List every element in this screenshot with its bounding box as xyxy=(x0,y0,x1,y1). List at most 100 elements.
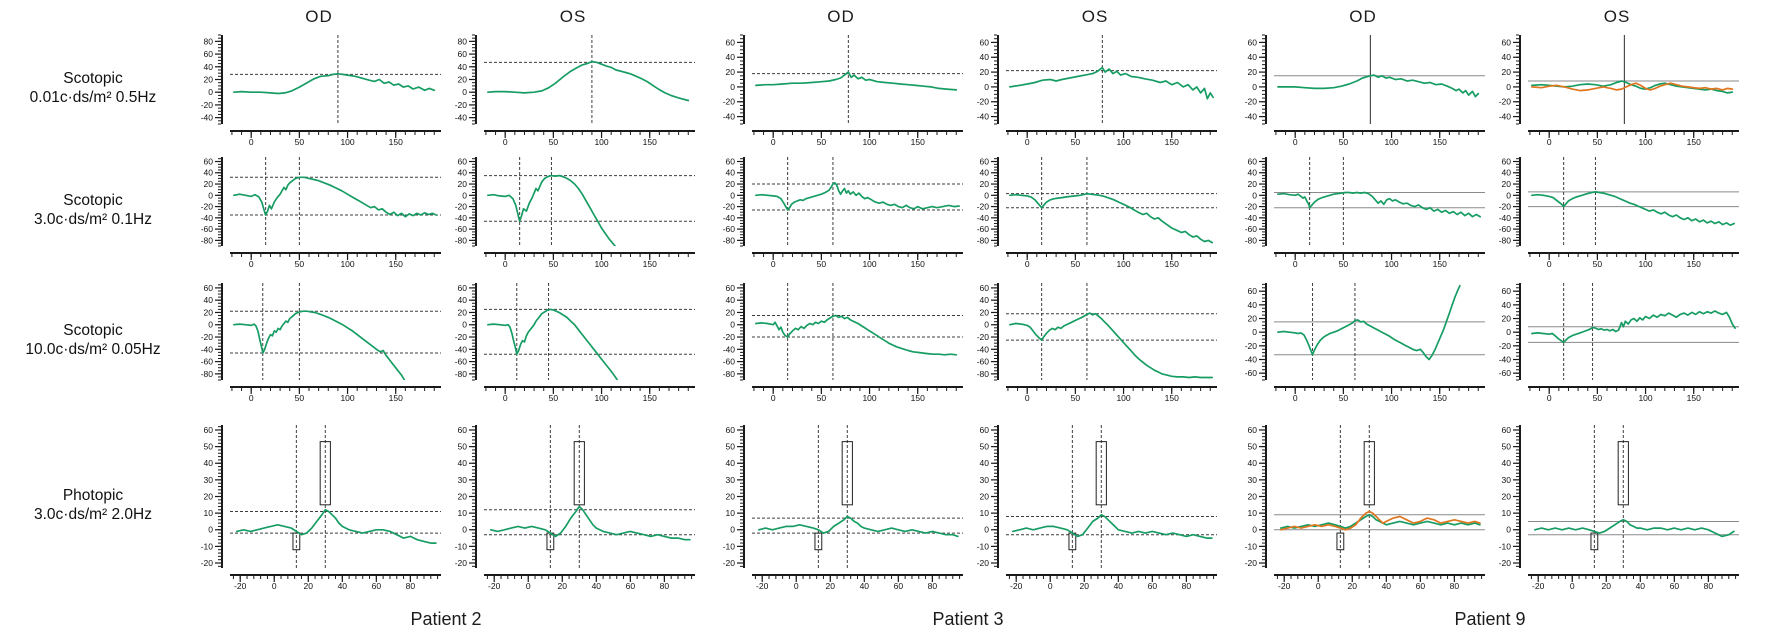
svg-text:30: 30 xyxy=(1248,475,1258,485)
svg-text:50: 50 xyxy=(980,442,990,452)
svg-text:60: 60 xyxy=(1248,37,1258,47)
svg-text:50: 50 xyxy=(1071,259,1081,267)
svg-text:50: 50 xyxy=(458,442,468,452)
svg-text:60: 60 xyxy=(204,156,214,166)
svg-text:100: 100 xyxy=(1638,259,1652,267)
svg-text:20: 20 xyxy=(1248,179,1258,189)
svg-text:40: 40 xyxy=(1248,300,1258,310)
svg-text:0: 0 xyxy=(1252,327,1257,337)
svg-text:60: 60 xyxy=(458,283,468,293)
svg-text:40: 40 xyxy=(458,458,468,468)
svg-text:-40: -40 xyxy=(977,344,990,354)
svg-text:20: 20 xyxy=(1248,491,1258,501)
erg-chart-p9-od-scotopic-30: 60 40 20 0 -20 -40 -60 -80 0 50 100 150 xyxy=(1236,153,1490,267)
svg-text:50: 50 xyxy=(549,137,559,145)
svg-text:20: 20 xyxy=(1248,313,1258,323)
eye-header-row: OD OS OD OS OD OS xyxy=(0,4,1772,30)
svg-text:150: 150 xyxy=(911,259,925,267)
svg-text:150: 150 xyxy=(1687,259,1701,267)
svg-text:150: 150 xyxy=(911,393,925,401)
svg-text:60: 60 xyxy=(1502,156,1512,166)
svg-text:-40: -40 xyxy=(723,112,736,122)
svg-text:-80: -80 xyxy=(977,235,990,245)
svg-text:100: 100 xyxy=(594,393,608,401)
svg-text:-20: -20 xyxy=(455,202,468,212)
svg-text:-40: -40 xyxy=(1245,213,1258,223)
svg-text:30: 30 xyxy=(1502,475,1512,485)
row-label-scotopic-100: Scotopic 10.0c·ds/m² 0.05Hz xyxy=(25,321,161,358)
eye-header-od-p3: OD xyxy=(827,7,855,26)
svg-text:40: 40 xyxy=(204,458,214,468)
svg-text:-10: -10 xyxy=(1245,541,1258,551)
erg-chart-p2-os-scotopic-001: 80 60 40 20 0 -20 -40 0 50 100 150 xyxy=(446,31,700,145)
svg-text:20: 20 xyxy=(980,179,990,189)
svg-text:-80: -80 xyxy=(455,235,468,245)
svg-text:80: 80 xyxy=(204,36,214,46)
svg-text:-60: -60 xyxy=(1245,224,1258,234)
svg-text:0: 0 xyxy=(730,82,735,92)
svg-text:100: 100 xyxy=(1638,393,1652,401)
svg-text:-20: -20 xyxy=(723,97,736,107)
svg-text:20: 20 xyxy=(726,179,736,189)
svg-text:150: 150 xyxy=(389,393,403,401)
erg-chart-p3-os-scotopic-001: 60 40 20 0 -20 -40 0 50 100 150 xyxy=(968,31,1222,145)
svg-text:10: 10 xyxy=(980,508,990,518)
svg-text:50: 50 xyxy=(817,393,827,401)
svg-text:0: 0 xyxy=(462,190,467,200)
svg-text:-60: -60 xyxy=(1499,368,1512,378)
svg-text:-20: -20 xyxy=(723,332,736,342)
svg-text:40: 40 xyxy=(1636,581,1646,589)
erg-chart-p9-od-scotopic-100: 60 40 20 0 -20 -40 -60 0 50 100 150 xyxy=(1236,279,1490,401)
svg-text:60: 60 xyxy=(980,37,990,47)
svg-text:-20: -20 xyxy=(234,581,247,589)
row-scotopic-001: Scotopic 0.01c·ds/m² 0.5Hz 80 60 40 20 0 -20 -4… xyxy=(0,30,1772,146)
erg-chart-p9-os-scotopic-100: 60 40 20 0 -20 -40 -60 0 50 100 150 xyxy=(1490,279,1744,401)
svg-text:0: 0 xyxy=(1293,259,1298,267)
svg-text:0: 0 xyxy=(249,137,254,145)
svg-text:-80: -80 xyxy=(455,369,468,379)
svg-text:50: 50 xyxy=(726,442,736,452)
row-label-scotopic-001: Scotopic 0.01c·ds/m² 0.5Hz xyxy=(29,69,157,106)
svg-text:-20: -20 xyxy=(1499,97,1512,107)
svg-text:20: 20 xyxy=(1248,67,1258,77)
erg-chart-p2-os-scotopic-30: 60 40 20 0 -20 -40 -60 -80 0 50 100 150 xyxy=(446,153,700,267)
svg-text:-20: -20 xyxy=(1532,581,1545,589)
svg-text:60: 60 xyxy=(1502,425,1512,435)
svg-text:40: 40 xyxy=(1502,168,1512,178)
svg-text:20: 20 xyxy=(826,581,836,589)
svg-text:0: 0 xyxy=(1547,259,1552,267)
patient-label-row: Patient 2 Patient 3 Patient 9 xyxy=(0,601,1772,637)
svg-text:0: 0 xyxy=(730,190,735,200)
svg-text:40: 40 xyxy=(1248,168,1258,178)
svg-text:150: 150 xyxy=(911,137,925,145)
svg-text:150: 150 xyxy=(1433,137,1447,145)
svg-text:40: 40 xyxy=(338,581,348,589)
svg-text:20: 20 xyxy=(1602,581,1612,589)
erg-chart-p3-od-scotopic-001: 60 40 20 0 -20 -40 0 50 100 150 xyxy=(714,31,968,145)
svg-text:-60: -60 xyxy=(201,357,214,367)
eye-header-os-p3: OS xyxy=(1081,7,1109,26)
svg-text:60: 60 xyxy=(726,425,736,435)
svg-text:60: 60 xyxy=(1502,286,1512,296)
patient-label-2: Patient 2 xyxy=(410,609,482,629)
svg-text:50: 50 xyxy=(1248,442,1258,452)
svg-text:-20: -20 xyxy=(977,332,990,342)
svg-text:20: 20 xyxy=(726,307,736,317)
svg-text:40: 40 xyxy=(1382,581,1392,589)
svg-text:100: 100 xyxy=(1384,259,1398,267)
svg-text:-20: -20 xyxy=(723,558,736,568)
svg-text:-40: -40 xyxy=(455,113,468,123)
svg-text:-60: -60 xyxy=(455,224,468,234)
erg-chart-p2-od-scotopic-100: 60 40 20 0 -20 -40 -60 -80 0 50 100 150 xyxy=(192,279,446,401)
svg-text:30: 30 xyxy=(204,475,214,485)
svg-text:150: 150 xyxy=(1433,259,1447,267)
svg-text:100: 100 xyxy=(1384,393,1398,401)
eye-header-od-p9: OD xyxy=(1349,7,1377,26)
svg-text:50: 50 xyxy=(1502,442,1512,452)
svg-text:20: 20 xyxy=(558,581,568,589)
svg-text:50: 50 xyxy=(1593,259,1603,267)
svg-text:20: 20 xyxy=(980,491,990,501)
svg-text:-60: -60 xyxy=(723,357,736,367)
svg-text:0: 0 xyxy=(771,259,776,267)
